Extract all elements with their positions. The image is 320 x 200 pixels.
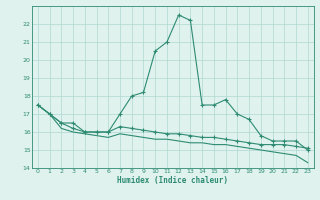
X-axis label: Humidex (Indice chaleur): Humidex (Indice chaleur) (117, 176, 228, 185)
